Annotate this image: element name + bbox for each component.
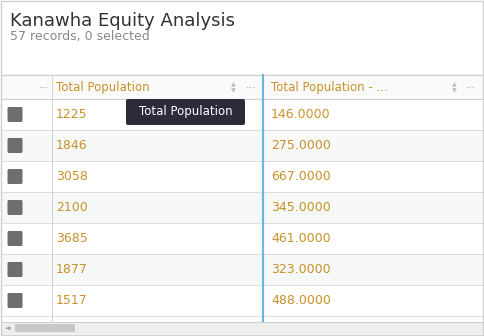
- Text: 461.0000: 461.0000: [271, 232, 331, 245]
- Text: Total Population: Total Population: [56, 82, 150, 94]
- Bar: [1, 254, 483, 285]
- Text: ▼: ▼: [230, 88, 235, 93]
- Bar: [1, 285, 483, 316]
- Text: 345.0000: 345.0000: [271, 201, 331, 214]
- Bar: [1, 130, 483, 161]
- Bar: [1, 161, 483, 192]
- FancyBboxPatch shape: [7, 293, 22, 308]
- Text: 3058: 3058: [56, 170, 88, 183]
- Text: 323.0000: 323.0000: [271, 263, 331, 276]
- Text: Kanawha Equity Analysis: Kanawha Equity Analysis: [10, 12, 235, 30]
- Bar: [1, 192, 483, 223]
- FancyBboxPatch shape: [7, 169, 22, 184]
- Text: 1877: 1877: [56, 263, 88, 276]
- FancyBboxPatch shape: [7, 262, 22, 277]
- Text: 1846: 1846: [56, 139, 88, 152]
- Text: 275.0000: 275.0000: [271, 139, 331, 152]
- Text: 57 records, 0 selected: 57 records, 0 selected: [10, 30, 150, 43]
- Text: 3685: 3685: [56, 232, 88, 245]
- Text: 2100: 2100: [56, 201, 88, 214]
- Text: ···: ···: [39, 83, 49, 93]
- FancyBboxPatch shape: [7, 200, 22, 215]
- Text: ···: ···: [246, 83, 256, 93]
- FancyBboxPatch shape: [7, 107, 22, 122]
- Text: 146.0000: 146.0000: [271, 108, 331, 121]
- Bar: [15, 324, 75, 332]
- Text: 1225: 1225: [56, 108, 88, 121]
- Bar: [1, 322, 483, 334]
- Text: 488.0000: 488.0000: [271, 294, 331, 307]
- FancyBboxPatch shape: [7, 138, 22, 153]
- Text: 1517: 1517: [56, 294, 88, 307]
- Bar: [1, 99, 483, 130]
- Text: ···: ···: [466, 83, 476, 93]
- FancyBboxPatch shape: [7, 231, 22, 246]
- Text: ▲: ▲: [230, 83, 235, 87]
- Text: ▼: ▼: [452, 88, 456, 93]
- Text: ▲: ▲: [452, 83, 456, 87]
- Bar: [1, 223, 483, 254]
- Text: ◄: ◄: [5, 325, 11, 331]
- FancyBboxPatch shape: [126, 99, 245, 125]
- Text: Total Population - ...: Total Population - ...: [271, 82, 388, 94]
- Bar: [1, 77, 483, 99]
- Text: Total Population: Total Population: [139, 106, 232, 119]
- Text: 667.0000: 667.0000: [271, 170, 331, 183]
